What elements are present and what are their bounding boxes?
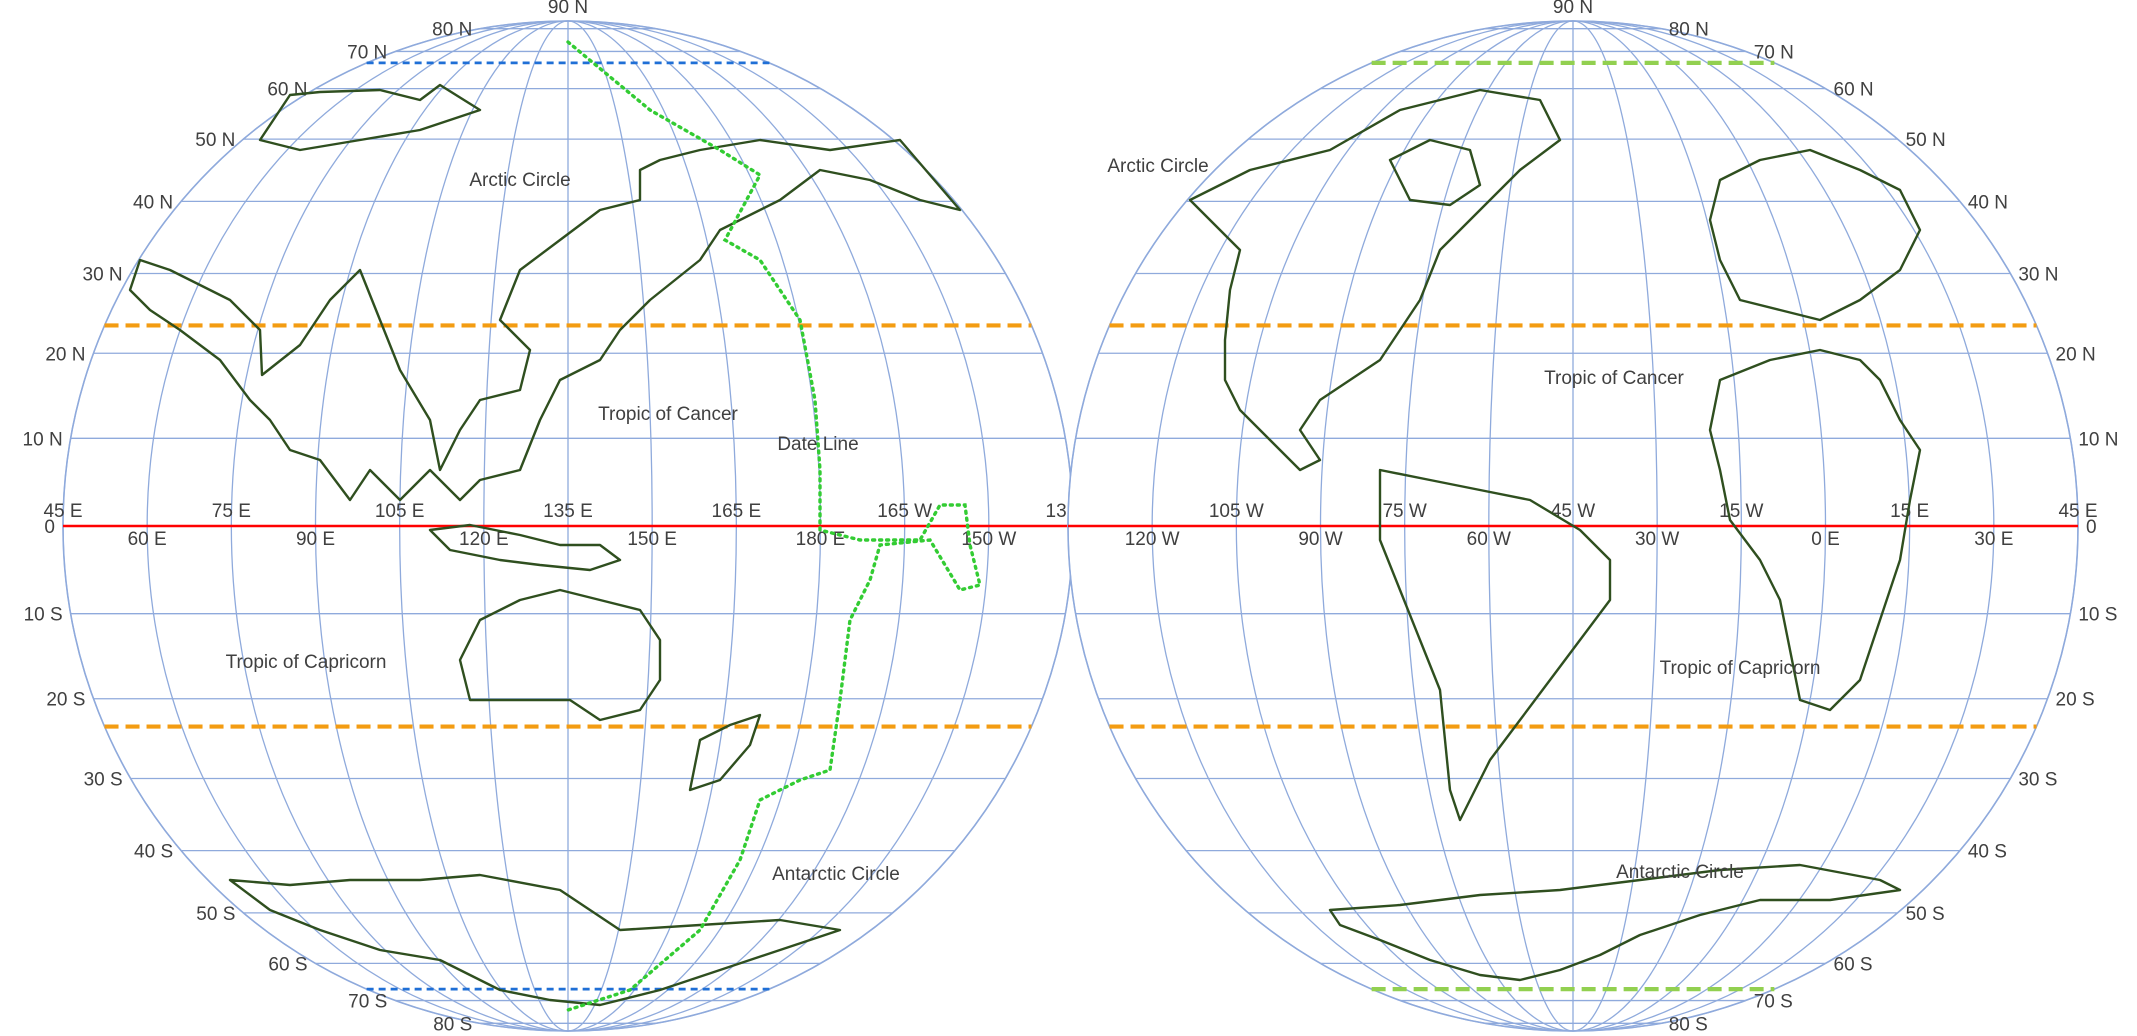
latitude-label: 80 N [432,20,472,41]
north-pole-label: 90 N [1553,0,1593,18]
latitude-label: 60 N [1834,80,1874,101]
latitude-label: 50 S [196,904,235,925]
tropic-of-capricorn-label: Tropic of Capricorn [226,652,387,673]
latitude-label: 20 S [2056,690,2095,711]
antarctic-circle-label: Antarctic Circle [1616,862,1744,883]
latitude-label: 70 S [1754,992,1793,1013]
antarctica-coastline-west [228,873,842,1007]
latitude-label: 10 N [23,429,63,450]
meridian-label: 165 W [877,501,932,522]
arctic-circle-label: Arctic Circle [469,170,570,191]
south-america-coastline [1378,468,1612,822]
meridian-label: 180 E [796,529,846,550]
africa-coastline [1708,348,1922,712]
meridian-label: 150 E [627,529,677,550]
arctic-islands-coastline [258,83,482,152]
australia-coastline [458,588,662,722]
latitude-label: 50 N [1906,130,1946,151]
date-line [566,40,983,1012]
meridian-label: 120 E [459,529,509,550]
antarctic-circle-label: Antarctic Circle [772,864,900,885]
latitude-label: 30 S [84,770,123,791]
latitude-label: 10 S [24,605,63,626]
latitude-label: 30 N [2018,265,2058,286]
meridian-label: 45 W [1551,501,1595,522]
latitude-label: 50 S [1906,904,1945,925]
latitude-label: 40 N [1968,192,2008,213]
meridian-label: 45 E [2058,501,2097,522]
latitude-label: 70 N [1754,42,1794,63]
latitude-label: 40 S [134,842,173,863]
meridian-label: 90 W [1298,529,1342,550]
meridian-label: 45 E [43,501,82,522]
greenland-coastline [1388,138,1482,207]
latitude-label: 70 S [348,992,387,1013]
date-line-label: Date Line [777,434,858,455]
meridian-label: 15 E [1890,501,1929,522]
latitude-label: 20 N [45,344,85,365]
latitude-label: 10 N [2078,429,2118,450]
latitude-label: 70 N [347,42,387,63]
latitude-label: 80 S [1669,1014,1708,1035]
latitude-label: 30 N [83,265,123,286]
meridian-label: 30 W [1635,529,1679,550]
tropic-of-capricorn-label: Tropic of Capricorn [1660,658,1821,679]
new-zealand-coastline [688,713,762,792]
meridian-label: 90 E [296,529,335,550]
north-america-coastline [1188,88,1562,472]
latitude-label: 60 S [1834,954,1873,975]
latitude-label: 0 [2086,517,2097,538]
latitude-label: 80 N [1669,20,1709,41]
asia-coastline [128,138,962,502]
meridian-label: 150 W [961,529,1016,550]
antarctica-coastline-east [1328,863,1902,982]
tropic-of-cancer-label: Tropic of Cancer [1544,368,1684,389]
western-panel-hemisphere: 45 E 60 E 75 E 90 E 105 E 120 E 135 E 150 E 165 … [23,0,1101,1035]
meridian-label: 165 E [712,501,762,522]
meridian-label: 30 E [1974,529,2013,550]
latitude-label: 40 N [133,192,173,213]
latitude-label: 30 S [2018,770,2057,791]
latitude-label: 10 S [2078,605,2117,626]
latitude-label: 20 N [2056,344,2096,365]
meridian-label: 75 W [1382,501,1426,522]
meridian-label: 105 E [375,501,425,522]
north-pole-label: 90 N [548,0,588,18]
arctic-circle-label: Arctic Circle [1107,156,1208,177]
indonesia-coastline [428,523,622,572]
tropic-of-cancer-label: Tropic of Cancer [598,404,738,425]
meridian-label: 60 W [1467,529,1511,550]
meridian-label: 105 W [1209,501,1264,522]
meridian-label: 135 E [543,501,593,522]
europe-coastline [1708,148,1922,322]
latitude-label: 0 [44,517,55,538]
latitude-label: 40 S [1968,842,2007,863]
meridian-label: 0 E [1811,529,1840,550]
latitude-label: 80 S [433,1014,472,1035]
meridian-label: 60 E [128,529,167,550]
meridian-label: 120 W [1125,529,1180,550]
meridian-label: 75 E [212,501,251,522]
latitude-label: 60 S [268,954,307,975]
latitude-label: 20 S [46,690,85,711]
latitude-label: 50 N [195,130,235,151]
